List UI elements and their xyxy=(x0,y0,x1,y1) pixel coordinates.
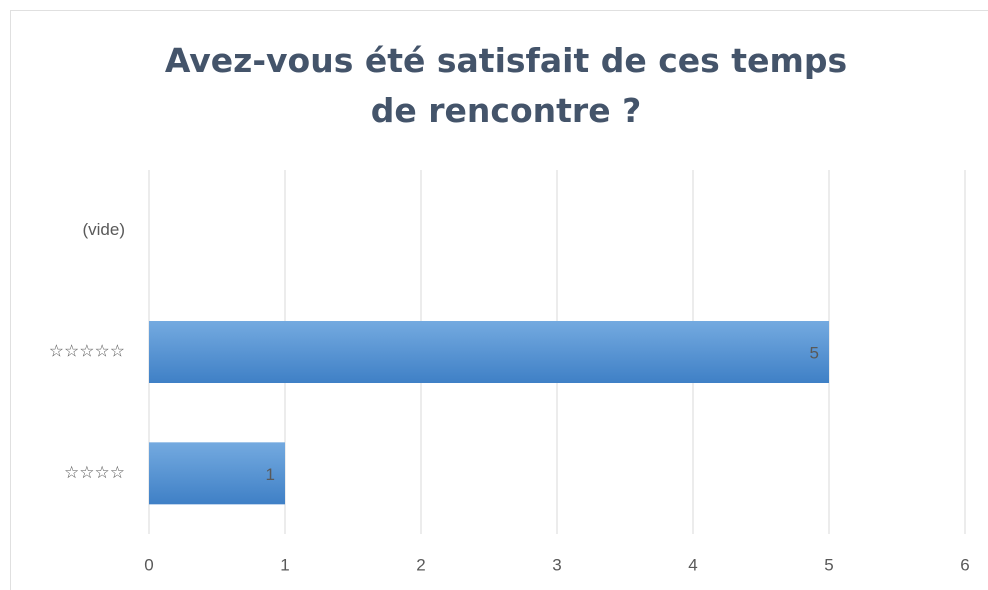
x-tick-label: 1 xyxy=(280,555,289,574)
x-tick-label: 4 xyxy=(688,555,697,574)
x-tick-label: 3 xyxy=(552,555,561,574)
y-tick-label: ☆☆☆☆ xyxy=(64,463,125,482)
bar xyxy=(149,442,285,505)
chart-border xyxy=(10,10,988,590)
y-tick-label: (vide) xyxy=(82,220,125,239)
y-tick-label: ☆☆☆☆☆ xyxy=(49,341,125,360)
data-label: 1 xyxy=(266,465,275,484)
x-tick-label: 6 xyxy=(960,555,969,574)
x-tick-label: 5 xyxy=(824,555,833,574)
x-tick-label: 0 xyxy=(144,555,153,574)
bar xyxy=(149,321,829,383)
x-tick-label: 2 xyxy=(416,555,425,574)
chart-title: Avez-vous été satisfait de ces temps de … xyxy=(164,41,848,130)
data-label: 5 xyxy=(810,343,819,362)
